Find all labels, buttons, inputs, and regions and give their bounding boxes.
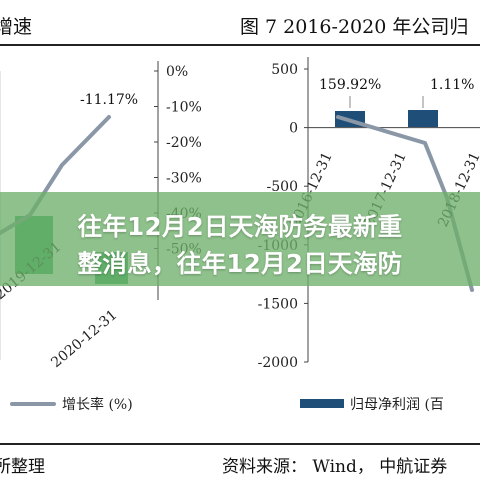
right-y-tick-label: 0 <box>289 121 298 137</box>
right-chart-data-label-1: 159.92% <box>319 77 381 93</box>
right-source: 资料来源： Wind， 中航证券 <box>222 457 448 477</box>
left-y-tick-label: -10% <box>166 100 202 116</box>
header-rule <box>0 44 480 46</box>
right-chart-title: 图 7 2016-2020 年公司归 <box>240 16 469 38</box>
left-y-tick-label: 0% <box>166 64 188 80</box>
right-y-tick-label: -2000 <box>258 355 298 371</box>
right-y-tick-label: -500 <box>267 179 298 195</box>
footer-rule <box>0 443 480 445</box>
left-y-tick-label: -20% <box>166 135 202 151</box>
right-legend-swatch <box>300 399 344 408</box>
right-bar-2017 <box>408 110 438 127</box>
left-legend-swatch <box>10 402 56 406</box>
left-y-tick-label: -30% <box>166 171 202 187</box>
right-y-tick-label: -1500 <box>258 296 298 312</box>
right-legend-label: 归母净利润 (百 <box>350 397 444 413</box>
headline-line-2: 整消息，往年12月2日天海防 <box>77 249 403 278</box>
left-legend-label: 增长率 (%) <box>62 397 133 413</box>
headline-line-1: 往年12月2日天海防务最新重 <box>77 212 403 241</box>
left-source-fragment: 所整理 <box>0 457 45 477</box>
right-chart-data-label-2: 1.11% <box>430 77 474 93</box>
headline-banner[interactable]: 往年12月2日天海防务最新重 整消息，往年12月2日天海防 <box>0 192 480 286</box>
left-chart-data-label: -11.17% <box>80 92 138 108</box>
right-y-tick-label: 500 <box>271 62 298 78</box>
left-chart-title-fragment: 增速 <box>0 16 33 38</box>
